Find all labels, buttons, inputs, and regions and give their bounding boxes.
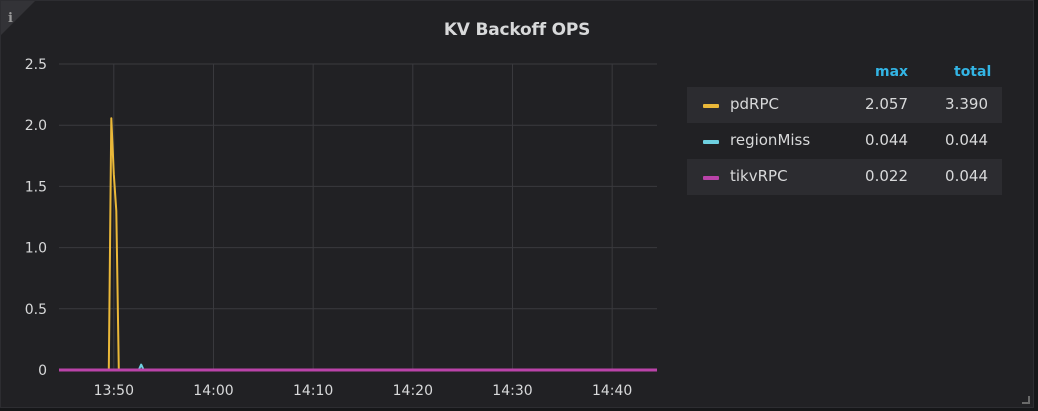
legend-row-regionmiss[interactable]: regionMiss 0.044 0.044: [687, 123, 1002, 159]
legend-header-total[interactable]: total: [954, 64, 992, 80]
legend-row-pdrpc[interactable]: pdRPC 2.057 3.390: [687, 87, 1002, 123]
info-icon[interactable]: i: [8, 11, 13, 26]
legend-swatch-pdrpc[interactable]: [703, 104, 719, 108]
legend-swatch-tikvrpc[interactable]: [703, 176, 719, 180]
y-tick-label: 1.5: [25, 179, 47, 195]
legend-series-name[interactable]: pdRPC: [730, 95, 779, 113]
x-tick-label: 14:40: [592, 383, 632, 399]
legend-value-max: 0.044: [865, 131, 908, 149]
chart-area: 0 0.5 1.0 1.5 2.0 2.5 13:50 14:00 14:10 14:20 14:3…: [25, 57, 657, 399]
x-tick-label: 14:00: [193, 383, 233, 399]
legend-value-total: 0.044: [945, 131, 988, 149]
legend-value-total: 3.390: [945, 95, 988, 113]
x-tick-label: 14:30: [492, 383, 532, 399]
resize-handle[interactable]: [1022, 396, 1030, 404]
x-tick-label: 14:10: [293, 383, 333, 399]
legend-swatch-regionmiss[interactable]: [703, 140, 719, 144]
legend-row-tikvrpc[interactable]: tikvRPC 0.022 0.044: [687, 159, 1002, 195]
series-line-pdrpc: [59, 117, 657, 371]
panel-title[interactable]: KV Backoff OPS: [443, 20, 591, 40]
legend: max total pdRPC 2.057 3.390 regionMiss 0…: [687, 59, 1002, 195]
legend-header: max total: [687, 59, 1002, 87]
y-tick-label: 0.5: [25, 302, 47, 318]
y-tick-label: 2.5: [25, 57, 47, 73]
x-tick-label: 14:20: [393, 383, 433, 399]
y-tick-label: 0: [38, 363, 47, 379]
legend-value-max: 0.022: [865, 167, 908, 185]
legend-series-name[interactable]: regionMiss: [730, 131, 811, 149]
legend-header-max[interactable]: max: [875, 64, 909, 80]
legend-series-name[interactable]: tikvRPC: [730, 167, 788, 185]
legend-value-max: 2.057: [865, 95, 908, 113]
y-tick-label: 1.0: [25, 241, 47, 257]
x-tick-label: 13:50: [94, 383, 134, 399]
y-tick-label: 2.0: [25, 118, 47, 134]
panel-info-corner[interactable]: [1, 1, 35, 35]
legend-value-total: 0.044: [945, 167, 988, 185]
